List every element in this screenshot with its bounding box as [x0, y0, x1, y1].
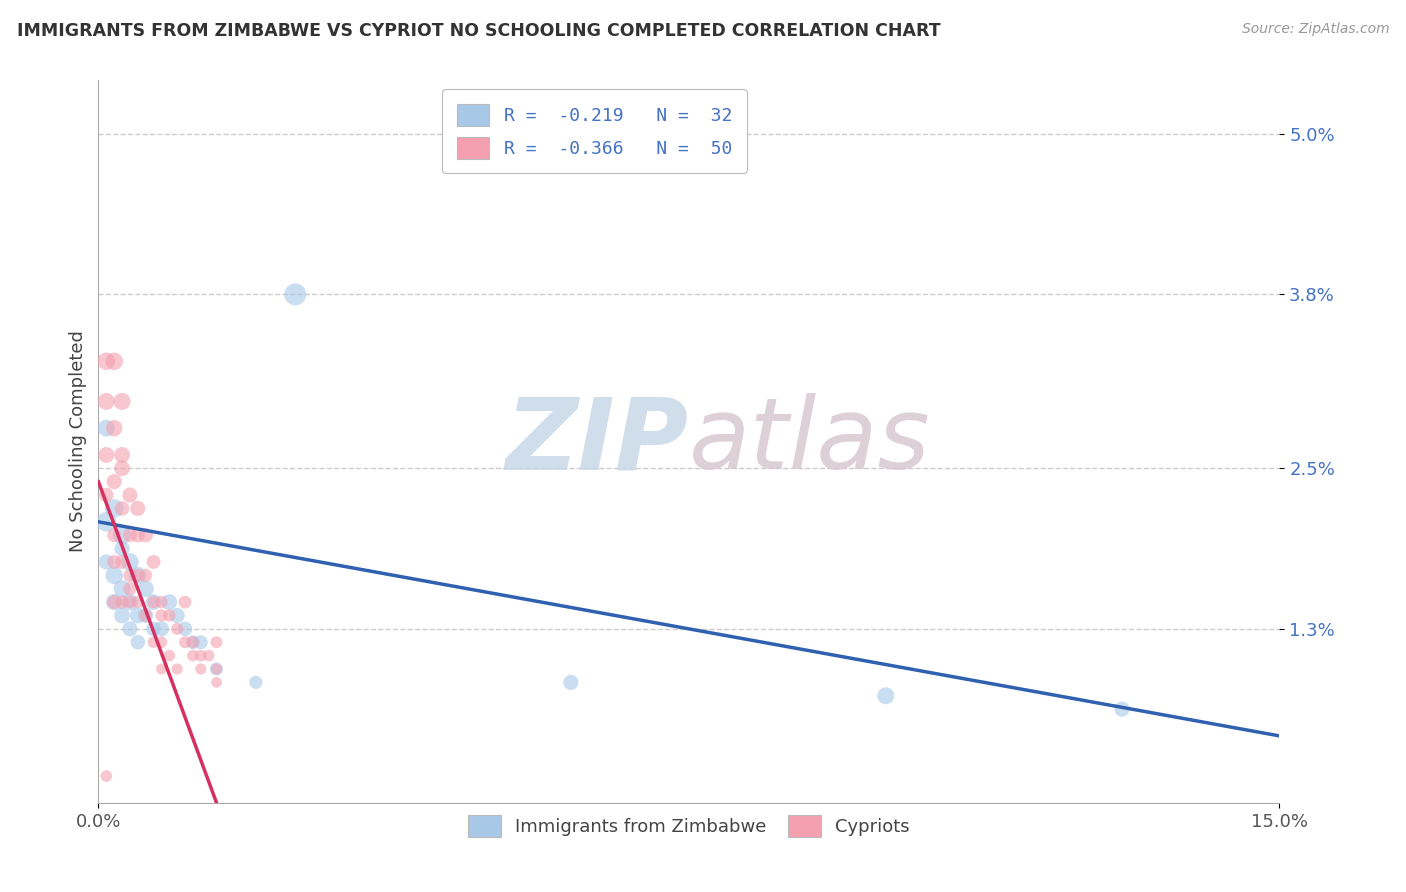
Y-axis label: No Schooling Completed: No Schooling Completed: [69, 331, 87, 552]
Point: [150, 595, 173, 609]
Point: [245, 675, 267, 690]
Point: [96, 488, 118, 502]
Point: [166, 622, 188, 636]
Point: [150, 622, 173, 636]
Point: [111, 501, 134, 516]
Point: [111, 582, 134, 596]
Point: [560, 675, 582, 690]
Point: [205, 662, 228, 676]
Point: [181, 635, 204, 649]
Point: [103, 421, 125, 435]
Point: [127, 608, 149, 623]
Point: [118, 528, 141, 542]
Point: [284, 287, 307, 301]
Point: [118, 488, 141, 502]
Point: [103, 595, 125, 609]
Point: [205, 635, 228, 649]
Point: [127, 501, 149, 516]
Point: [111, 595, 134, 609]
Text: atlas: atlas: [689, 393, 931, 490]
Point: [118, 595, 141, 609]
Point: [174, 622, 197, 636]
Point: [1111, 702, 1133, 716]
Point: [142, 635, 165, 649]
Point: [205, 675, 228, 690]
Point: [190, 648, 212, 663]
Text: Source: ZipAtlas.com: Source: ZipAtlas.com: [1241, 22, 1389, 37]
Point: [96, 354, 118, 368]
Point: [142, 595, 165, 609]
Point: [875, 689, 897, 703]
Point: [157, 608, 180, 623]
Text: IMMIGRANTS FROM ZIMBABWE VS CYPRIOT NO SCHOOLING COMPLETED CORRELATION CHART: IMMIGRANTS FROM ZIMBABWE VS CYPRIOT NO S…: [17, 22, 941, 40]
Point: [157, 648, 180, 663]
Point: [127, 635, 149, 649]
Point: [111, 608, 134, 623]
Point: [197, 648, 219, 663]
Point: [166, 662, 188, 676]
Point: [118, 555, 141, 569]
Point: [111, 394, 134, 409]
Point: [103, 528, 125, 542]
Point: [111, 461, 134, 475]
Point: [142, 595, 165, 609]
Point: [190, 662, 212, 676]
Point: [103, 475, 125, 489]
Point: [118, 595, 141, 609]
Point: [111, 448, 134, 462]
Point: [150, 662, 173, 676]
Point: [111, 528, 134, 542]
Point: [127, 568, 149, 582]
Point: [205, 662, 228, 676]
Point: [118, 622, 141, 636]
Point: [103, 354, 125, 368]
Point: [166, 608, 188, 623]
Point: [96, 448, 118, 462]
Point: [181, 648, 204, 663]
Point: [96, 555, 118, 569]
Text: ZIP: ZIP: [506, 393, 689, 490]
Point: [135, 608, 157, 623]
Point: [174, 635, 197, 649]
Legend: Immigrants from Zimbabwe, Cypriots: Immigrants from Zimbabwe, Cypriots: [461, 808, 917, 845]
Point: [103, 555, 125, 569]
Point: [127, 528, 149, 542]
Point: [142, 555, 165, 569]
Point: [150, 608, 173, 623]
Point: [118, 568, 141, 582]
Point: [174, 595, 197, 609]
Point: [127, 595, 149, 609]
Point: [111, 541, 134, 556]
Point: [111, 555, 134, 569]
Point: [157, 595, 180, 609]
Point: [127, 568, 149, 582]
Point: [135, 608, 157, 623]
Point: [181, 635, 204, 649]
Point: [96, 769, 118, 783]
Point: [135, 582, 157, 596]
Point: [135, 568, 157, 582]
Point: [103, 501, 125, 516]
Point: [135, 528, 157, 542]
Point: [190, 635, 212, 649]
Point: [96, 515, 118, 529]
Point: [150, 635, 173, 649]
Point: [142, 622, 165, 636]
Point: [103, 568, 125, 582]
Point: [96, 394, 118, 409]
Point: [103, 595, 125, 609]
Point: [96, 421, 118, 435]
Point: [118, 582, 141, 596]
